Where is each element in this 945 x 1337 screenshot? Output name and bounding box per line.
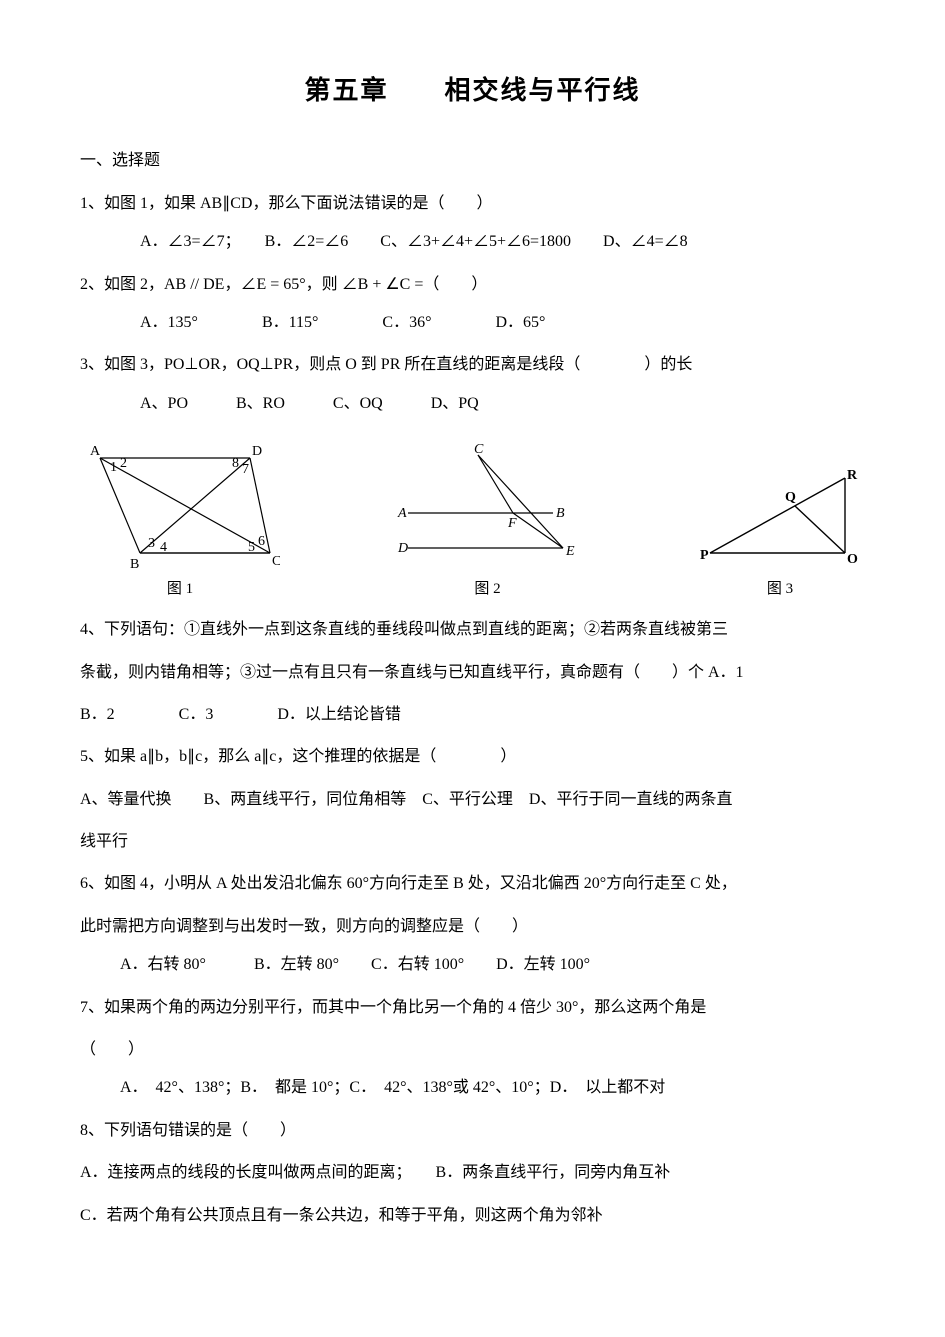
- q4-line2: 条截，则内错角相等；③过一点有且只有一条直线与已知直线平行，真命题有（ ）个 A…: [80, 654, 865, 692]
- svg-text:E: E: [565, 544, 575, 559]
- q2-options: A．135° B．115° C．36° D．65°: [80, 304, 865, 342]
- q7-options: A． 42°、138°；B． 都是 10°；C． 42°、138°或 42°、1…: [80, 1069, 865, 1107]
- svg-text:B: B: [556, 506, 565, 521]
- svg-text:D: D: [397, 541, 408, 556]
- q5-line3: 线平行: [80, 823, 865, 861]
- svg-text:B: B: [130, 557, 139, 572]
- figure-row: A D B C 1 2 8 7 3 4 5 6 图 1: [80, 433, 865, 601]
- svg-text:P: P: [700, 548, 709, 563]
- svg-text:6: 6: [258, 534, 265, 549]
- figure-3-caption: 图 3: [767, 577, 793, 601]
- figure-1: A D B C 1 2 8 7 3 4 5 6 图 1: [80, 433, 280, 601]
- q1: 1、如图 1，如果 AB∥CD，那么下面说法错误的是（ ）: [80, 185, 865, 223]
- svg-text:8: 8: [232, 456, 239, 471]
- q7-line2: （ ）: [80, 1031, 865, 1069]
- figure-2: C A B D E F 图 2: [378, 443, 598, 601]
- svg-text:1: 1: [110, 460, 117, 475]
- figure-3: P O R Q 图 3: [695, 463, 865, 601]
- svg-text:C: C: [272, 554, 280, 569]
- svg-text:R: R: [847, 468, 858, 483]
- q5-line2: A、等量代换 B、两直线平行，同位角相等 C、平行公理 D、平行于同一直线的两条…: [80, 781, 865, 819]
- figure-1-caption: 图 1: [167, 577, 193, 601]
- q4-line3: B．2 C．3 D．以上结论皆错: [80, 696, 865, 734]
- svg-text:A: A: [90, 444, 101, 459]
- svg-text:4: 4: [160, 540, 167, 555]
- q5: 5、如果 a∥b，b∥c，那么 a∥c，这个推理的依据是（ ）: [80, 738, 865, 776]
- q8-opt-c: C．若两个角有公共顶点且有一条公共边，和等于平角，则这两个角为邻补: [80, 1197, 865, 1235]
- q3-options: A、PO B、RO C、OQ D、PQ: [80, 385, 865, 423]
- svg-text:2: 2: [120, 456, 127, 471]
- figure-2-caption: 图 2: [474, 577, 500, 601]
- q8-opt-ab: A．连接两点的线段的长度叫做两点间的距离； B．两条直线平行，同旁内角互补: [80, 1154, 865, 1192]
- svg-text:5: 5: [248, 540, 255, 555]
- q3: 3、如图 3，PO⊥OR，OQ⊥PR，则点 O 到 PR 所在直线的距离是线段（…: [80, 346, 865, 384]
- q1-options: A．∠3=∠7； B．∠2=∠6 C、∠3+∠4+∠5+∠6=1800 D、∠4…: [80, 223, 865, 261]
- q7-line1: 7、如果两个角的两边分别平行，而其中一个角比另一个角的 4 倍少 30°，那么这…: [80, 989, 865, 1027]
- q8: 8、下列语句错误的是（ ）: [80, 1112, 865, 1150]
- figure-1-svg: A D B C 1 2 8 7 3 4 5 6: [80, 433, 280, 573]
- page-title: 第五章 相交线与平行线: [80, 60, 865, 122]
- section-heading: 一、选择题: [80, 142, 865, 180]
- figure-3-svg: P O R Q: [695, 463, 865, 573]
- svg-text:A: A: [397, 506, 407, 521]
- q6-line2: 此时需把方向调整到与出发时一致，则方向的调整应是（ ）: [80, 908, 865, 946]
- svg-text:D: D: [252, 444, 262, 459]
- q6-options: A．右转 80° B．左转 80° C．右转 100° D．左转 100°: [80, 946, 865, 984]
- figure-2-svg: C A B D E F: [378, 443, 598, 573]
- svg-text:F: F: [507, 516, 517, 531]
- q6-line1: 6、如图 4，小明从 A 处出发沿北偏东 60°方向行走至 B 处，又沿北偏西 …: [80, 865, 865, 903]
- svg-text:Q: Q: [785, 490, 796, 505]
- q4-line1: 4、下列语句：①直线外一点到这条直线的垂线段叫做点到直线的距离；②若两条直线被第…: [80, 611, 865, 649]
- svg-text:O: O: [847, 552, 858, 567]
- svg-text:3: 3: [148, 536, 155, 551]
- q2: 2、如图 2，AB // DE，∠E = 65°，则 ∠B + ∠C =（ ）: [80, 266, 865, 304]
- svg-text:C: C: [474, 443, 484, 457]
- svg-text:7: 7: [242, 462, 249, 477]
